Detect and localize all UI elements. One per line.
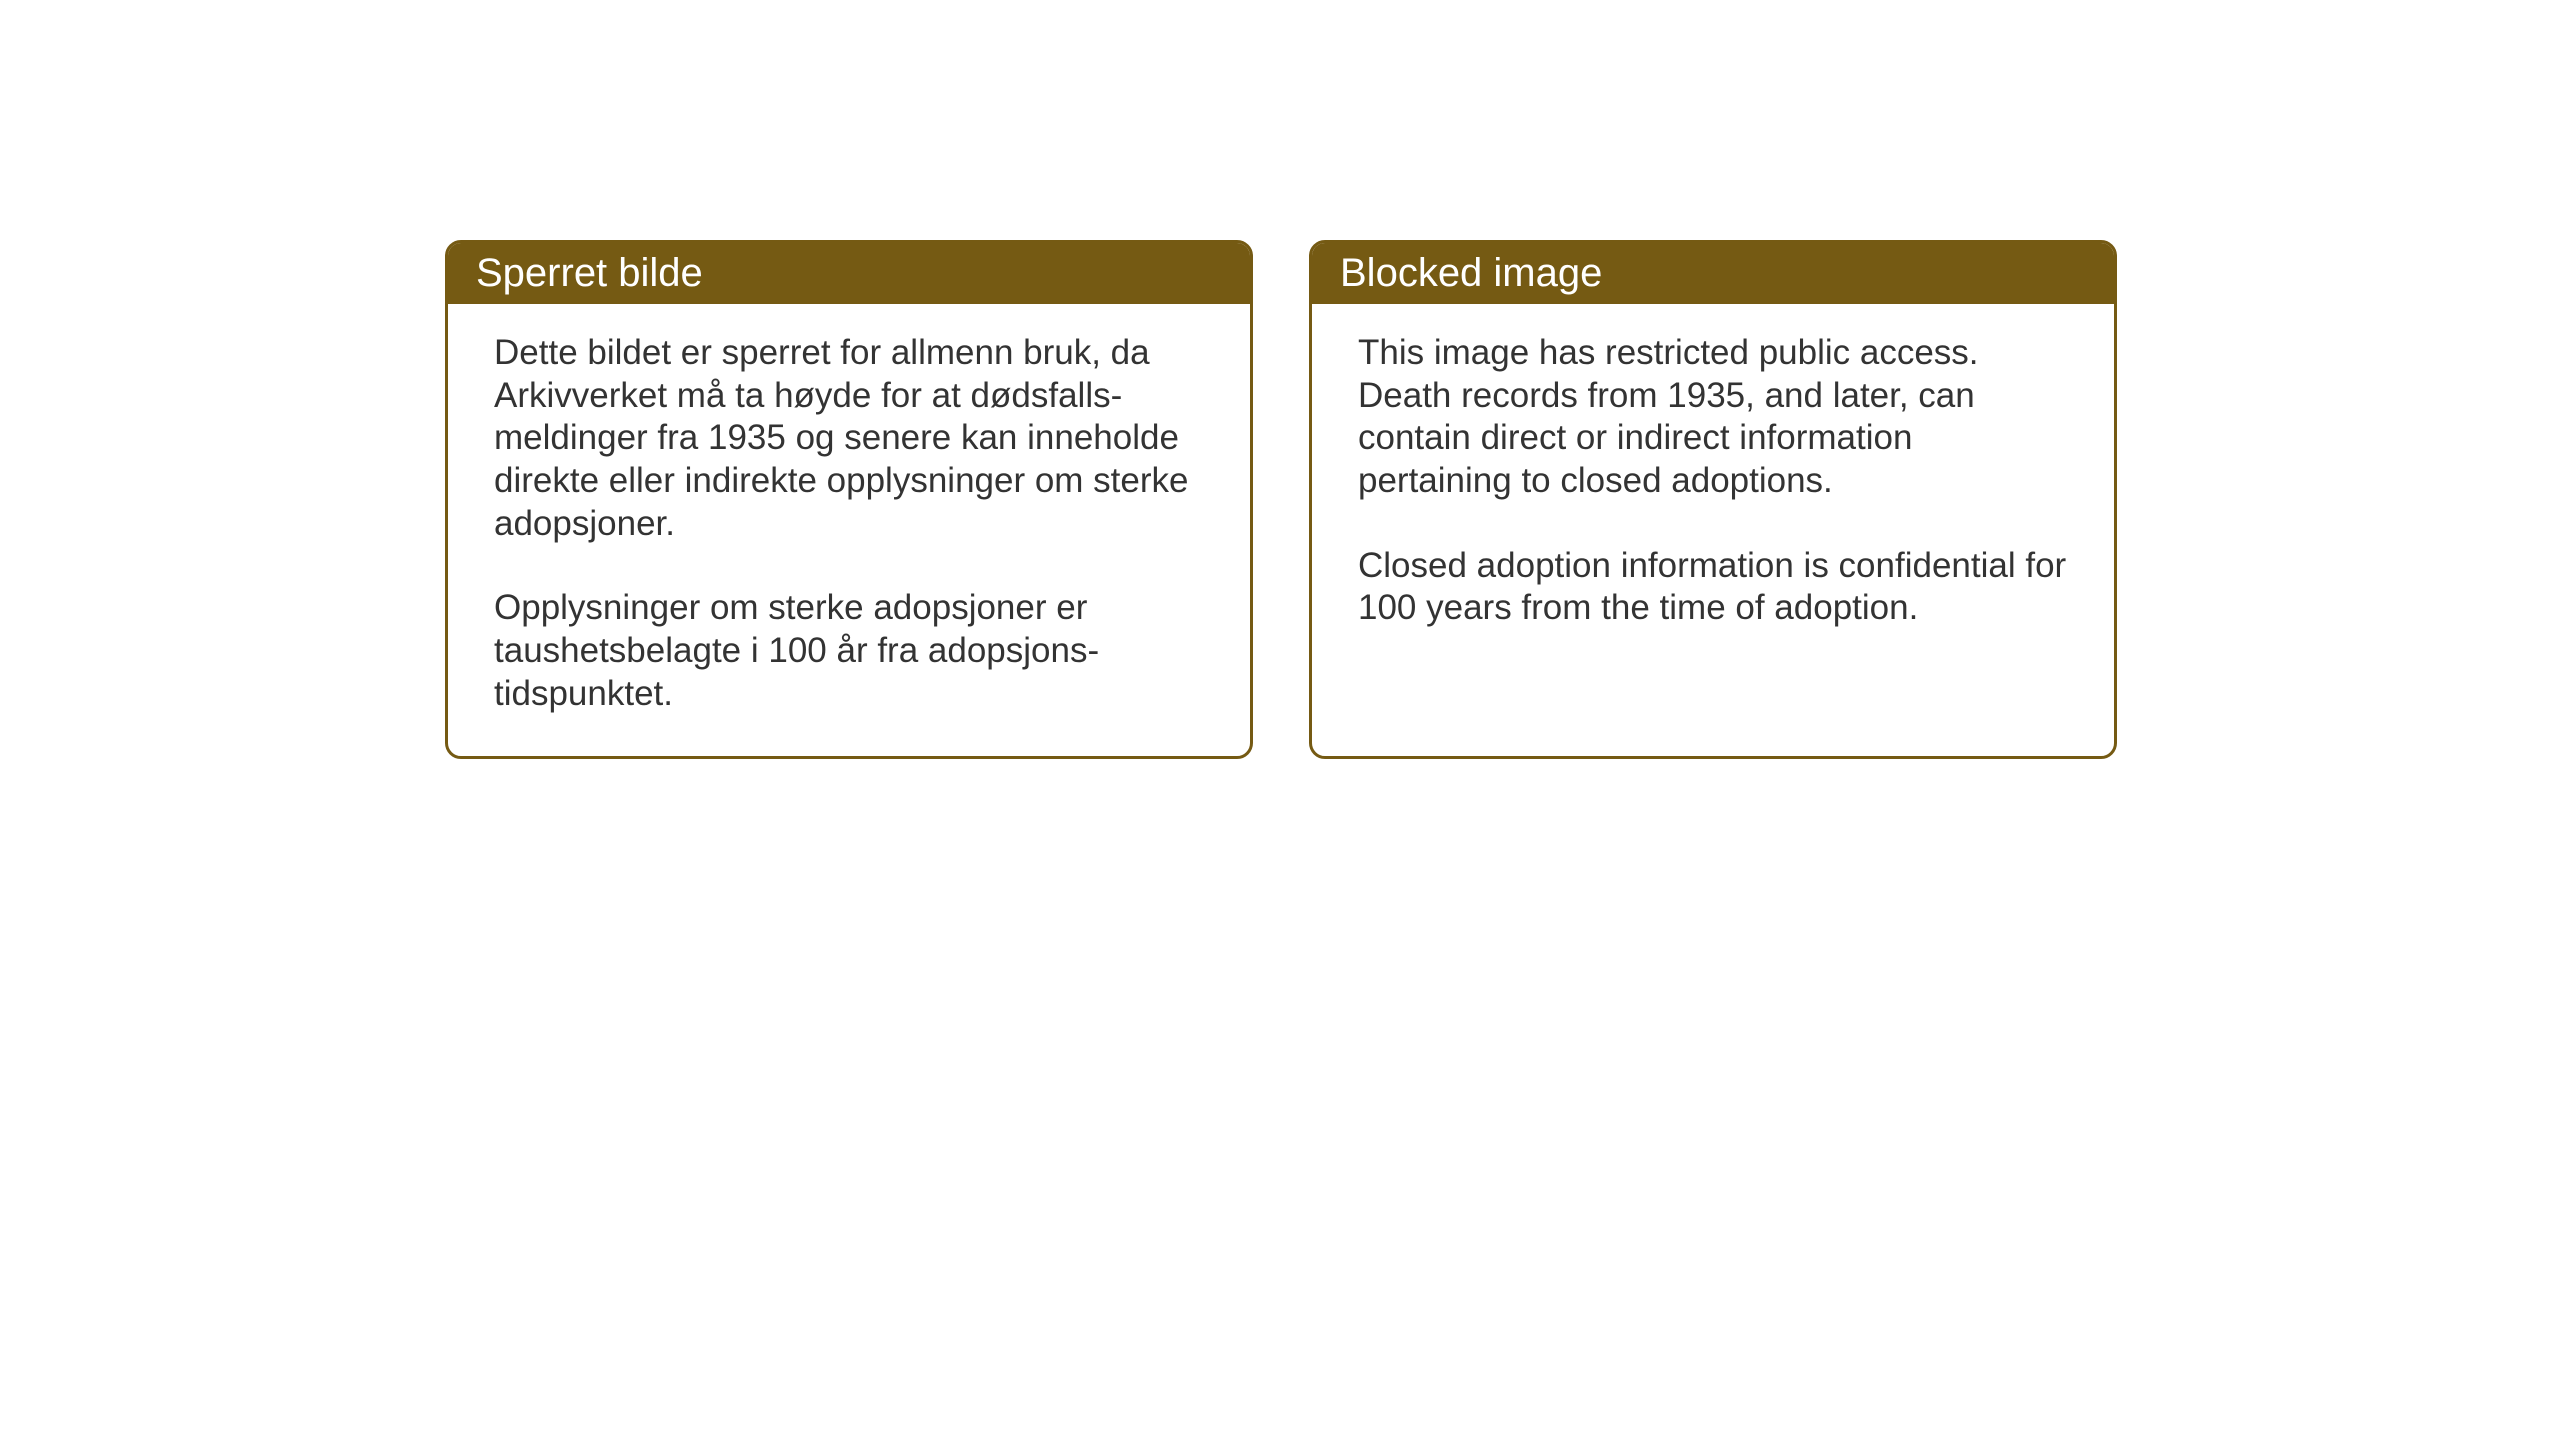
card-header-norwegian: Sperret bilde xyxy=(448,243,1250,304)
notice-container: Sperret bilde Dette bildet er sperret fo… xyxy=(445,240,2117,759)
notice-card-english: Blocked image This image has restricted … xyxy=(1309,240,2117,759)
paragraph-2-norwegian: Opplysninger om sterke adopsjoner er tau… xyxy=(494,587,1204,715)
card-body-english: This image has restricted public access.… xyxy=(1312,304,2114,670)
paragraph-1-english: This image has restricted public access.… xyxy=(1358,332,2068,503)
card-header-english: Blocked image xyxy=(1312,243,2114,304)
paragraph-2-english: Closed adoption information is confident… xyxy=(1358,545,2068,630)
card-title-english: Blocked image xyxy=(1340,251,1602,295)
paragraph-1-norwegian: Dette bildet er sperret for allmenn bruk… xyxy=(494,332,1204,545)
notice-card-norwegian: Sperret bilde Dette bildet er sperret fo… xyxy=(445,240,1253,759)
card-title-norwegian: Sperret bilde xyxy=(476,251,703,295)
card-body-norwegian: Dette bildet er sperret for allmenn bruk… xyxy=(448,304,1250,756)
